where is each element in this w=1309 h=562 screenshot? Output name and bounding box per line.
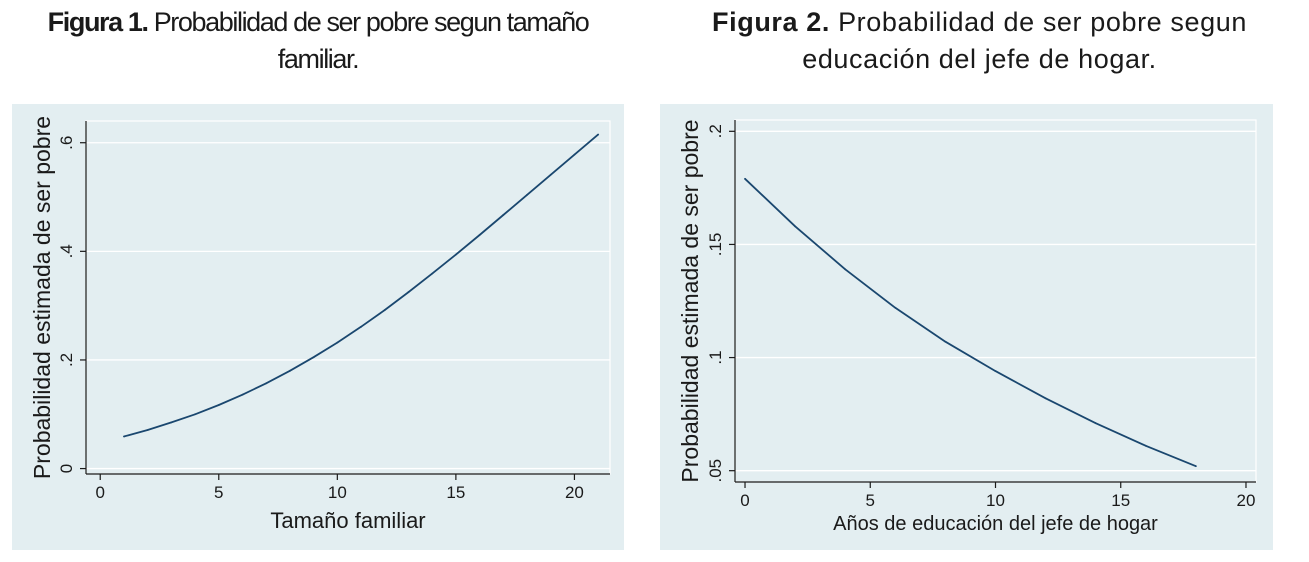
data-point [844,268,847,271]
x-tick-label: 15 [1111,491,1130,510]
figure-2-label: Figura 2. [712,7,830,37]
data-point [1194,465,1197,468]
chart-2: .05 .1 .15 .2 0 5 10 15 20 Años de educación del … [677,119,1257,535]
data-point [944,340,947,343]
data-point [360,325,362,328]
chart-2-panel [660,104,1273,550]
data-point [1044,397,1047,400]
data-point [526,193,528,196]
data-point [217,404,220,406]
data-point [289,369,291,372]
data-point [894,306,897,309]
data-point [265,382,268,385]
figure-1-title-line2: familiar. [277,44,360,74]
figure-2-title-line2: educación del jefe de hogar. [802,44,1157,74]
figure-1-title-text: Probabilidad de ser pobre segun tamaño [153,7,590,37]
data-point [407,291,410,293]
x-tick-label: 5 [866,491,875,510]
figure-2: Figura 2. Probabilidad de ser pobre segu… [650,0,1309,562]
series-line [123,133,599,438]
data-point [549,173,552,176]
y-tick-label: .15 [706,233,725,257]
data-point [573,153,576,156]
chart-1: 0 .2 .4 .6 0 5 10 15 20 Tamaño familiar Probabilid… [29,116,611,533]
x-tick-label: 10 [986,491,1005,510]
data-point [431,272,434,275]
y-tick-label: 0 [57,464,76,473]
data-point [336,341,339,344]
plot-region-border [85,120,611,475]
x-axis-label: Tamaño familiar [270,508,425,533]
x-axis-label: Años de educación del jefe de hogar [833,513,1158,535]
y-tick-label: .4 [57,244,76,258]
x-tick-label: 20 [565,483,584,502]
figure-1: Figura 1. Probabilidad de ser pobre segu… [0,0,636,562]
x-tick-label: 20 [1237,491,1256,510]
y-axis-label: Probabilidad estimada de ser pobre [677,119,703,482]
data-point [170,421,173,424]
x-tick-label: 10 [328,483,347,502]
data-point [478,234,481,236]
data-point [123,435,125,438]
data-point [454,253,457,256]
x-tick-label: 0 [95,483,104,502]
series-line [744,178,1197,468]
x-tick-label: 15 [446,483,465,502]
data-point [194,413,196,416]
figure-2-title-text: Probabilidad de ser pobre segun [838,7,1247,37]
data-point [146,429,149,431]
y-axis-label: Probabilidad estimada de ser pobre [29,116,55,479]
data-point [1094,422,1097,425]
data-point [994,370,997,373]
x-tick-label: 5 [214,483,223,502]
figure-2-title: Figura 2. Probabilidad de ser pobre segu… [650,4,1309,78]
data-point [383,309,386,311]
data-point [241,393,244,396]
data-point [744,177,746,180]
figure-1-label: Figura 1. [47,7,149,37]
y-tick-label: .1 [706,350,725,364]
y-tick-label: .6 [57,136,76,150]
chart-1-panel [12,104,624,550]
y-tick-label: .2 [706,124,725,138]
y-tick-label: .2 [57,353,76,367]
data-point [597,133,600,136]
data-point [502,214,505,216]
data-point [312,356,315,359]
x-tick-label: 0 [740,491,749,510]
data-point [794,225,797,228]
plot-region-border [734,119,1257,483]
figure-1-title: Figura 1. Probabilidad de ser pobre segu… [0,4,636,78]
y-tick-label: .05 [706,459,725,483]
data-point [1144,444,1147,447]
